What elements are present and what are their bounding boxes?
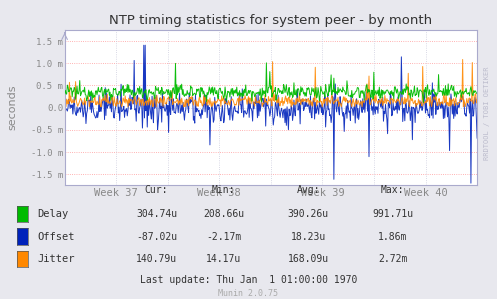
Text: Offset: Offset [37, 232, 75, 242]
Text: Delay: Delay [37, 209, 69, 219]
Text: Min:: Min: [212, 185, 236, 195]
Text: seconds: seconds [7, 85, 17, 130]
Text: 991.71u: 991.71u [372, 209, 413, 219]
Text: RRDTOOL / TOBI OETIKER: RRDTOOL / TOBI OETIKER [484, 67, 490, 160]
Text: 390.26u: 390.26u [288, 209, 329, 219]
Text: Cur:: Cur: [145, 185, 168, 195]
Text: -2.17m: -2.17m [206, 232, 241, 242]
Text: Avg:: Avg: [296, 185, 320, 195]
Text: Munin 2.0.75: Munin 2.0.75 [219, 289, 278, 298]
Text: 14.17u: 14.17u [206, 254, 241, 264]
Text: 18.23u: 18.23u [291, 232, 326, 242]
Title: NTP timing statistics for system peer - by month: NTP timing statistics for system peer - … [109, 14, 432, 27]
Text: 140.79u: 140.79u [136, 254, 177, 264]
Text: 208.66u: 208.66u [203, 209, 244, 219]
Text: 304.74u: 304.74u [136, 209, 177, 219]
Text: -87.02u: -87.02u [136, 232, 177, 242]
Text: Last update: Thu Jan  1 01:00:00 1970: Last update: Thu Jan 1 01:00:00 1970 [140, 274, 357, 285]
Text: 2.72m: 2.72m [378, 254, 408, 264]
Text: Jitter: Jitter [37, 254, 75, 264]
Text: 168.09u: 168.09u [288, 254, 329, 264]
Text: 1.86m: 1.86m [378, 232, 408, 242]
Text: Max:: Max: [381, 185, 405, 195]
